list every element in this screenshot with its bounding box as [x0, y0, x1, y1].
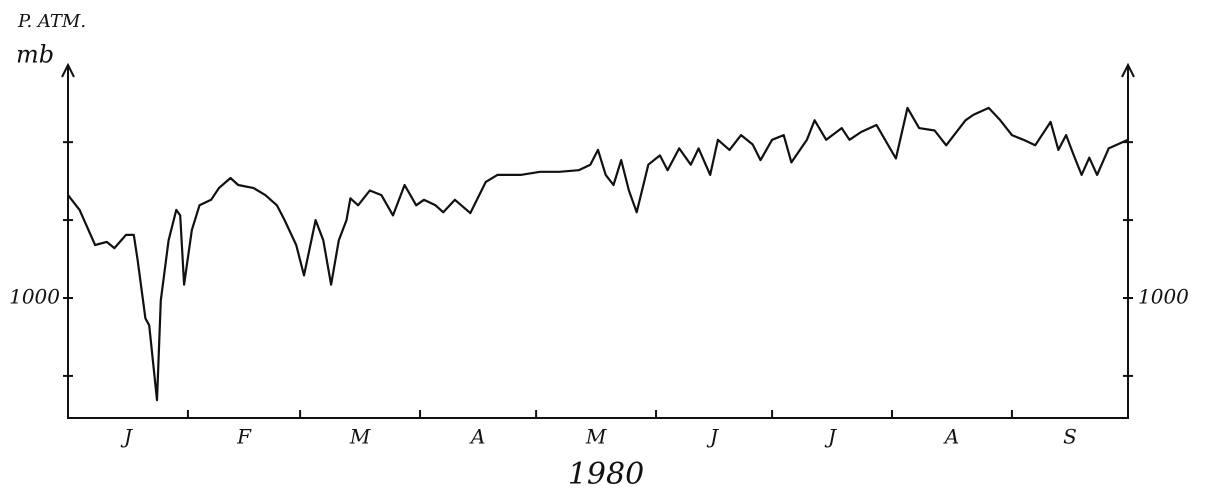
x-axis-label: 1980: [568, 457, 644, 492]
y-tick-label: 1000: [9, 284, 60, 308]
x-tick-label: M: [585, 425, 607, 449]
pressure-line: [67, 106, 1129, 402]
axis-arrow: [61, 62, 75, 78]
y-tick-label: 1000: [1138, 284, 1189, 308]
x-tick-label: A: [469, 425, 485, 449]
x-tick-label: S: [1063, 425, 1077, 449]
axis-arrow: [1121, 62, 1135, 78]
axes: [67, 65, 1129, 419]
x-tick-label: A: [943, 425, 959, 449]
x-tick-label: J: [824, 425, 837, 449]
x-tick-label: M: [349, 425, 371, 449]
y-axis-label: P. ATM.: [17, 11, 86, 32]
x-tick-label: J: [706, 425, 719, 449]
y-axis-unit: mb: [16, 41, 54, 69]
x-tick-label: J: [120, 425, 133, 449]
x-tick-label: F: [236, 425, 252, 449]
